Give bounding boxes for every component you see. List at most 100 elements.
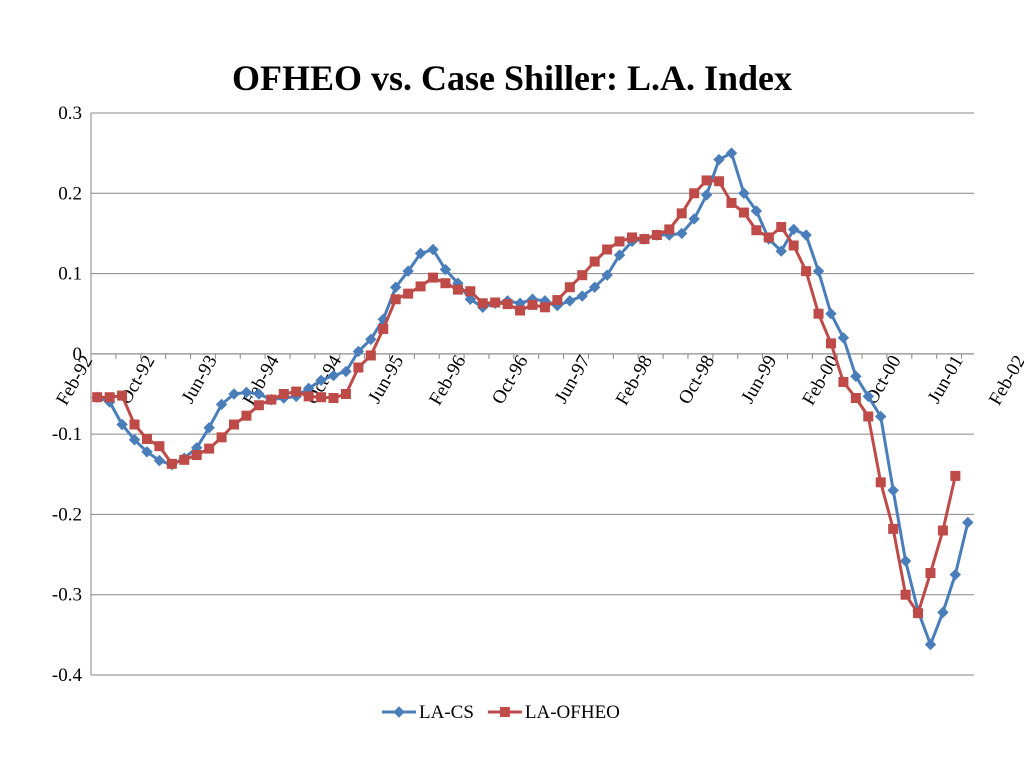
x-tick-label: Jun-97 [551, 352, 595, 407]
y-tick-label: 0.1 [58, 264, 82, 285]
data-point [750, 205, 763, 217]
data-point [539, 302, 550, 313]
data-point [825, 338, 836, 349]
data-point [639, 234, 650, 245]
data-point [588, 281, 601, 293]
data-point [925, 568, 936, 579]
data-point [439, 263, 452, 276]
gridlines [91, 112, 974, 676]
data-point [924, 638, 937, 651]
data-point [850, 393, 861, 404]
x-tick-label: Jun-99 [737, 352, 781, 407]
data-point [303, 391, 314, 402]
x-tick-label: Feb-98 [612, 352, 657, 409]
data-point [601, 269, 613, 281]
data-point [688, 213, 700, 225]
data-point [116, 418, 128, 431]
data-point [204, 443, 215, 454]
data-point [887, 484, 899, 497]
data-point [154, 441, 165, 452]
x-tick-labels: Feb-92 Oct-92 Jun-93 Feb-94 Oct-94 Jun-95 Feb-… [52, 351, 1024, 409]
data-point [266, 394, 277, 405]
data-point [838, 376, 849, 387]
data-point [714, 176, 725, 187]
data-point [216, 432, 227, 443]
data-point [589, 256, 600, 267]
data-point [141, 446, 153, 458]
series-line [96, 151, 970, 646]
data-point [502, 299, 513, 310]
data-point [203, 422, 215, 434]
series-line [97, 178, 957, 615]
data-point [229, 419, 240, 430]
y-tick-label: -0.1 [52, 424, 82, 445]
data-point [651, 230, 662, 241]
chart-title: OFHEO vs. Case Shiller: L.A. Index [232, 58, 792, 98]
data-point [875, 410, 887, 423]
data-point [179, 454, 190, 465]
data-point [253, 388, 265, 400]
data-point [875, 477, 886, 488]
y-tick-labels: 0.3 0.2 0.1 0 -0.1 -0.2 -0.3 -0.4 [52, 103, 83, 686]
data-point [564, 295, 576, 307]
data-point [527, 299, 538, 310]
data-point [850, 370, 862, 383]
series-la-cs [91, 147, 974, 651]
y-tick-label: -0.2 [52, 504, 82, 525]
x-tick-label: Oct-96 [488, 352, 533, 408]
axes [90, 113, 974, 675]
data-point [813, 308, 824, 319]
data-point [626, 232, 637, 243]
data-point [414, 247, 427, 260]
data-point [614, 236, 625, 247]
y-tick-label: 0.2 [58, 183, 82, 204]
data-point [801, 266, 812, 277]
data-point [949, 568, 962, 581]
data-point [862, 390, 874, 403]
data-point [253, 400, 264, 411]
data-point [900, 589, 911, 600]
data-point [378, 323, 389, 334]
data-point [676, 208, 687, 219]
data-point [327, 369, 340, 382]
data-point [191, 450, 202, 461]
data-point [613, 249, 626, 261]
data-point [390, 294, 401, 305]
x-tick-label: Oct-98 [675, 352, 720, 408]
data-point [465, 286, 476, 297]
data-point [726, 197, 737, 208]
data-point [315, 374, 327, 387]
data-point [800, 229, 812, 241]
data-point [863, 411, 874, 422]
data-point [776, 222, 787, 233]
data-point [92, 392, 103, 403]
data-point [738, 207, 749, 218]
series-group [91, 147, 974, 651]
data-point [340, 389, 351, 399]
x-tick-label: Feb-02 [985, 352, 1024, 409]
data-point [452, 284, 463, 295]
data-point [291, 386, 302, 397]
data-point [129, 419, 140, 430]
series-la-ofheo [92, 175, 961, 619]
y-tick-label: -0.4 [52, 665, 83, 686]
data-point [415, 281, 426, 292]
y-tick-label: -0.3 [52, 585, 82, 606]
legend-item: LA-OFHEO [487, 702, 620, 723]
data-point [477, 298, 488, 309]
data-point [316, 392, 327, 403]
data-point [464, 293, 477, 305]
data-point [676, 227, 688, 240]
data-point [490, 297, 501, 308]
data-point [365, 333, 377, 346]
data-point [701, 175, 712, 186]
data-point [689, 188, 700, 199]
data-point [937, 525, 948, 536]
legend-label: LA-OFHEO [525, 702, 620, 723]
data-point [950, 470, 961, 481]
data-point [515, 305, 526, 316]
data-point [700, 189, 713, 201]
data-point [602, 244, 613, 255]
data-point [664, 224, 675, 235]
